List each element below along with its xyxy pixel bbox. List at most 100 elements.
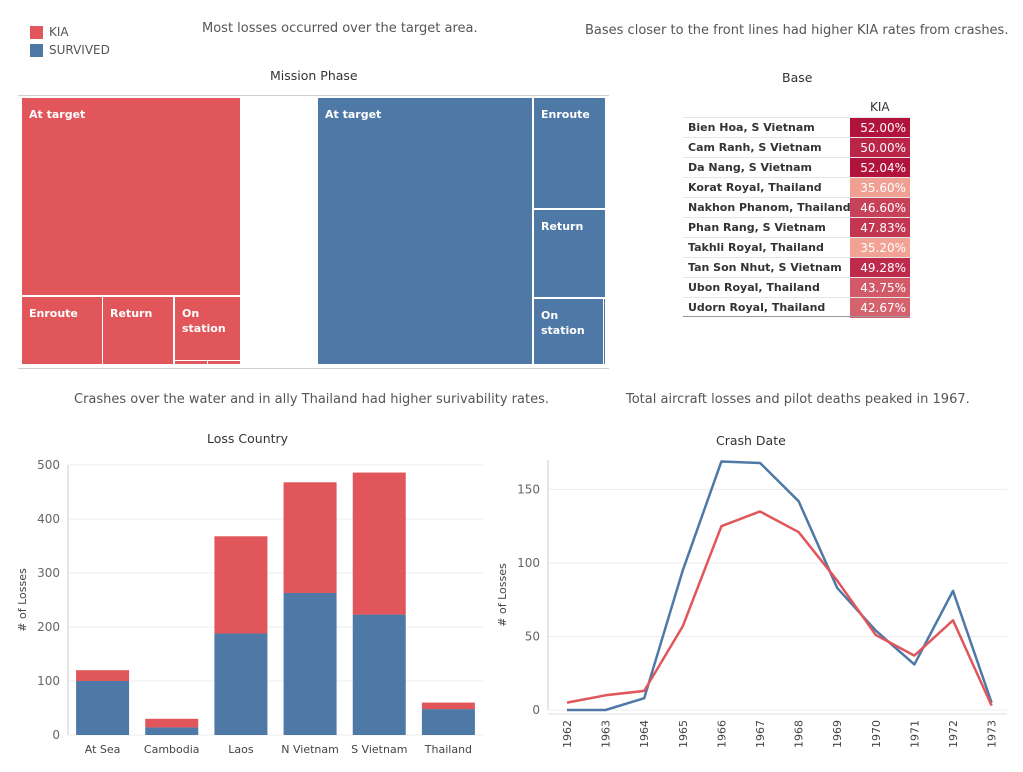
treemap-kia-return[interactable]: Return [103,297,173,364]
base-name: Bien Hoa, S Vietnam [688,121,815,134]
treemap-kia-enroute[interactable]: Enroute [22,297,102,364]
bar-survived[interactable] [352,614,406,735]
y-axis-label: # of Losses [496,563,509,627]
treemap-kia-small-cell[interactable] [208,361,240,364]
bar-kia[interactable] [214,536,268,634]
base-row[interactable]: Da Nang, S Vietnam 52.04% [683,157,910,178]
crash-date-title: Crash Date [716,433,786,448]
treemap-survived-on-station[interactable]: On station [534,299,603,364]
mission-phase-bottom-rule [18,368,609,369]
treemap-survived-enroute[interactable]: Enroute [534,98,605,208]
bar-kia[interactable] [421,702,475,710]
legend-item-survived[interactable]: SURVIVED [30,41,110,59]
cell-label: At target [29,108,86,121]
base-name: Udorn Royal, Thailand [688,301,826,314]
base-name: Tan Son Nhut, S Vietnam [688,261,842,274]
y-tick-label: 100 [37,674,60,688]
cell-label: Enroute [541,108,590,121]
bar-kia[interactable] [76,670,130,681]
base-kia-value: 52.04% [850,158,910,178]
bar-survived[interactable] [76,681,130,735]
x-tick-label: N Vietnam [281,743,339,756]
base-kia-value: 49.28% [850,258,910,278]
bar-kia[interactable] [145,718,199,728]
x-tick-label: 1965 [677,720,690,748]
base-row[interactable]: Bien Hoa, S Vietnam 52.00% [683,117,910,138]
y-tick-label: 150 [517,482,540,496]
y-tick-label: 100 [517,556,540,570]
base-row[interactable]: Tan Son Nhut, S Vietnam 49.28% [683,257,910,278]
base-title: Base [782,70,813,85]
treemap-survived-small-cell[interactable] [604,299,605,364]
legend-label-survived: SURVIVED [49,43,110,57]
x-tick-label: Thailand [424,743,472,756]
x-tick-label: 1973 [986,720,999,748]
x-tick-label: 1964 [638,720,651,748]
treemap-kia-at-target[interactable]: At target [22,98,240,295]
base-name: Phan Rang, S Vietnam [688,221,826,234]
cell-label: At target [325,108,382,121]
cell-label: On station [541,309,585,337]
y-tick-label: 0 [52,728,60,742]
base-kia-value: 50.00% [850,138,910,158]
y-tick-label: 400 [37,512,60,526]
base-row[interactable]: Takhli Royal, Thailand 35.20% [683,237,910,258]
bar-survived[interactable] [145,727,199,735]
base-kia-value: 43.75% [850,278,910,298]
legend-swatch-survived [30,43,43,57]
caption-base: Bases closer to the front lines had high… [585,23,1009,38]
base-name: Nakhon Phanom, Thailand [688,201,851,214]
y-tick-label: 300 [37,566,60,580]
cell-label: Enroute [29,307,78,320]
crash-date-chart: 0 50 100 150 # of Losses 1962 1963 1964 1965 1966… [496,460,1007,748]
bar-survived[interactable] [421,709,475,735]
base-row[interactable]: Nakhon Phanom, Thailand 46.60% [683,197,910,218]
x-tick-label: 1970 [870,720,883,748]
base-row[interactable]: Korat Royal, Thailand 35.60% [683,177,910,198]
base-column-header: KIA [870,100,890,114]
cell-label: Return [541,220,584,233]
x-tick-label: 1968 [793,720,806,748]
treemap-survived-at-target[interactable]: At target [318,98,532,364]
cell-label: Return [110,307,153,320]
loss-country-title: Loss Country [207,431,289,446]
legend-label-kia: KIA [49,25,69,39]
bar-kia[interactable] [283,482,337,593]
x-tick-label: At Sea [85,743,121,756]
base-row[interactable]: Phan Rang, S Vietnam 47.83% [683,217,910,238]
base-row[interactable]: Udorn Royal, Thailand 42.67% [683,297,910,318]
x-tick-label: Cambodia [144,743,200,756]
base-table-bottom-rule [683,316,910,317]
y-tick-label: 500 [37,458,60,472]
loss-country-chart: 0 100 200 300 400 500 # of Losses At Sea Cambodi… [16,458,483,756]
caption-country: Crashes over the water and in ally Thail… [74,392,549,407]
x-tick-label: 1971 [908,720,921,748]
cell-label: On station [182,307,226,335]
x-tick-label: 1963 [600,720,613,748]
bar-survived[interactable] [214,633,268,735]
x-tick-label: 1972 [947,720,960,748]
caption-date: Total aircraft losses and pilot deaths p… [626,392,970,407]
treemap-kia-small-cell[interactable] [175,361,207,364]
bar-kia[interactable] [352,472,406,615]
legend: KIA SURVIVED [30,23,110,59]
legend-item-kia[interactable]: KIA [30,23,110,41]
base-kia-value: 46.60% [850,198,910,218]
base-name: Ubon Royal, Thailand [688,281,820,294]
bar-survived[interactable] [283,592,337,735]
legend-swatch-kia [30,25,43,39]
y-tick-label: 0 [532,703,540,717]
base-name: Cam Ranh, S Vietnam [688,141,822,154]
caption-mission: Most losses occurred over the target are… [202,21,478,36]
treemap-survived-return[interactable]: Return [534,210,605,297]
base-row[interactable]: Ubon Royal, Thailand 43.75% [683,277,910,298]
x-tick-label: 1966 [715,720,728,748]
base-name: Da Nang, S Vietnam [688,161,813,174]
base-kia-value: 35.60% [850,178,910,198]
line-kia[interactable] [566,510,993,707]
base-kia-value: 47.83% [850,218,910,238]
x-tick-label: Laos [228,743,254,756]
treemap-kia-on-station[interactable]: On station [175,297,240,360]
line-survived[interactable] [567,460,993,712]
base-row[interactable]: Cam Ranh, S Vietnam 50.00% [683,137,910,158]
